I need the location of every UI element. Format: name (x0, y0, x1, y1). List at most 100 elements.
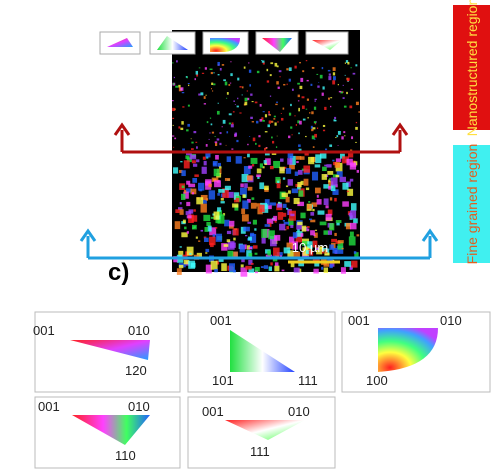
grain (308, 201, 310, 203)
nano-label: Nanostructured region (464, 0, 480, 136)
grain (229, 123, 231, 125)
grain (229, 263, 235, 272)
legend-panel: 001 010 111 (188, 397, 335, 468)
grain (252, 164, 254, 166)
grain (317, 195, 319, 198)
grain (268, 230, 275, 239)
grain (229, 113, 232, 115)
grain (315, 188, 321, 194)
grain (277, 121, 278, 123)
grain (289, 79, 291, 82)
grain (261, 229, 267, 238)
grain (335, 120, 337, 121)
grain (267, 80, 269, 82)
grain (178, 85, 180, 88)
grain (283, 84, 285, 85)
legend-label: 001 (348, 313, 370, 328)
grain (244, 183, 248, 188)
grain (277, 184, 281, 188)
grain (214, 169, 220, 176)
grain (313, 269, 318, 274)
grain (183, 220, 186, 224)
grain (288, 190, 291, 193)
grain (218, 74, 220, 75)
grain (218, 103, 219, 104)
grain (224, 244, 229, 247)
grain (198, 240, 200, 241)
grain (267, 124, 269, 127)
grain (323, 184, 328, 188)
grain (178, 126, 180, 128)
grain (204, 238, 209, 242)
grain (351, 136, 353, 139)
grain (329, 223, 334, 230)
grain (184, 227, 186, 230)
legend-panel: 001 010 110 (35, 397, 180, 468)
grain (303, 165, 310, 172)
grain (213, 161, 218, 166)
grain (322, 86, 324, 89)
legend-label: 101 (212, 373, 234, 388)
grain (210, 69, 213, 71)
grain (322, 174, 327, 180)
grain (275, 104, 277, 105)
grain (241, 209, 245, 214)
grain (273, 161, 280, 168)
grain (283, 108, 285, 110)
grain (341, 136, 343, 139)
grain (216, 234, 222, 242)
grain (191, 148, 194, 150)
grain (188, 105, 190, 107)
grain (243, 227, 250, 232)
grain (260, 119, 262, 122)
grain (258, 135, 260, 137)
grain (180, 202, 182, 204)
grain (338, 84, 339, 85)
grain (196, 146, 198, 148)
grain (331, 178, 338, 186)
grain (186, 129, 188, 131)
grain (342, 201, 349, 206)
grain (279, 70, 282, 72)
grain (292, 89, 294, 91)
grain (209, 139, 210, 140)
grain (277, 136, 278, 137)
grain (314, 134, 317, 138)
grain (182, 106, 184, 107)
grain (214, 269, 218, 272)
grain (217, 62, 219, 66)
grain (202, 167, 207, 174)
grain (291, 134, 292, 135)
grain (247, 222, 251, 224)
grain (331, 239, 337, 242)
grain (211, 72, 213, 74)
legend-label: 001 (202, 404, 224, 419)
grain (306, 109, 307, 110)
grain (228, 84, 230, 86)
grain (270, 96, 271, 97)
grain (204, 161, 207, 165)
grain (175, 86, 178, 88)
grain (245, 98, 248, 101)
grain (173, 125, 174, 126)
grain (298, 100, 299, 101)
grain (188, 261, 195, 269)
grain (209, 132, 210, 133)
grain (244, 67, 246, 69)
grain (350, 210, 356, 218)
grain (252, 121, 254, 122)
grain (255, 102, 258, 104)
grain (309, 219, 312, 221)
grain (336, 158, 341, 162)
grain (218, 189, 224, 193)
grain (260, 163, 263, 167)
legend-label: 010 (288, 404, 310, 419)
grain (332, 160, 334, 162)
grain (264, 148, 266, 151)
legend-label: 111 (250, 444, 270, 459)
grain (276, 102, 278, 103)
fine-label: Fine grained region (464, 144, 480, 265)
legend-label: 110 (115, 448, 136, 463)
grain (255, 267, 260, 272)
grain (217, 111, 220, 115)
